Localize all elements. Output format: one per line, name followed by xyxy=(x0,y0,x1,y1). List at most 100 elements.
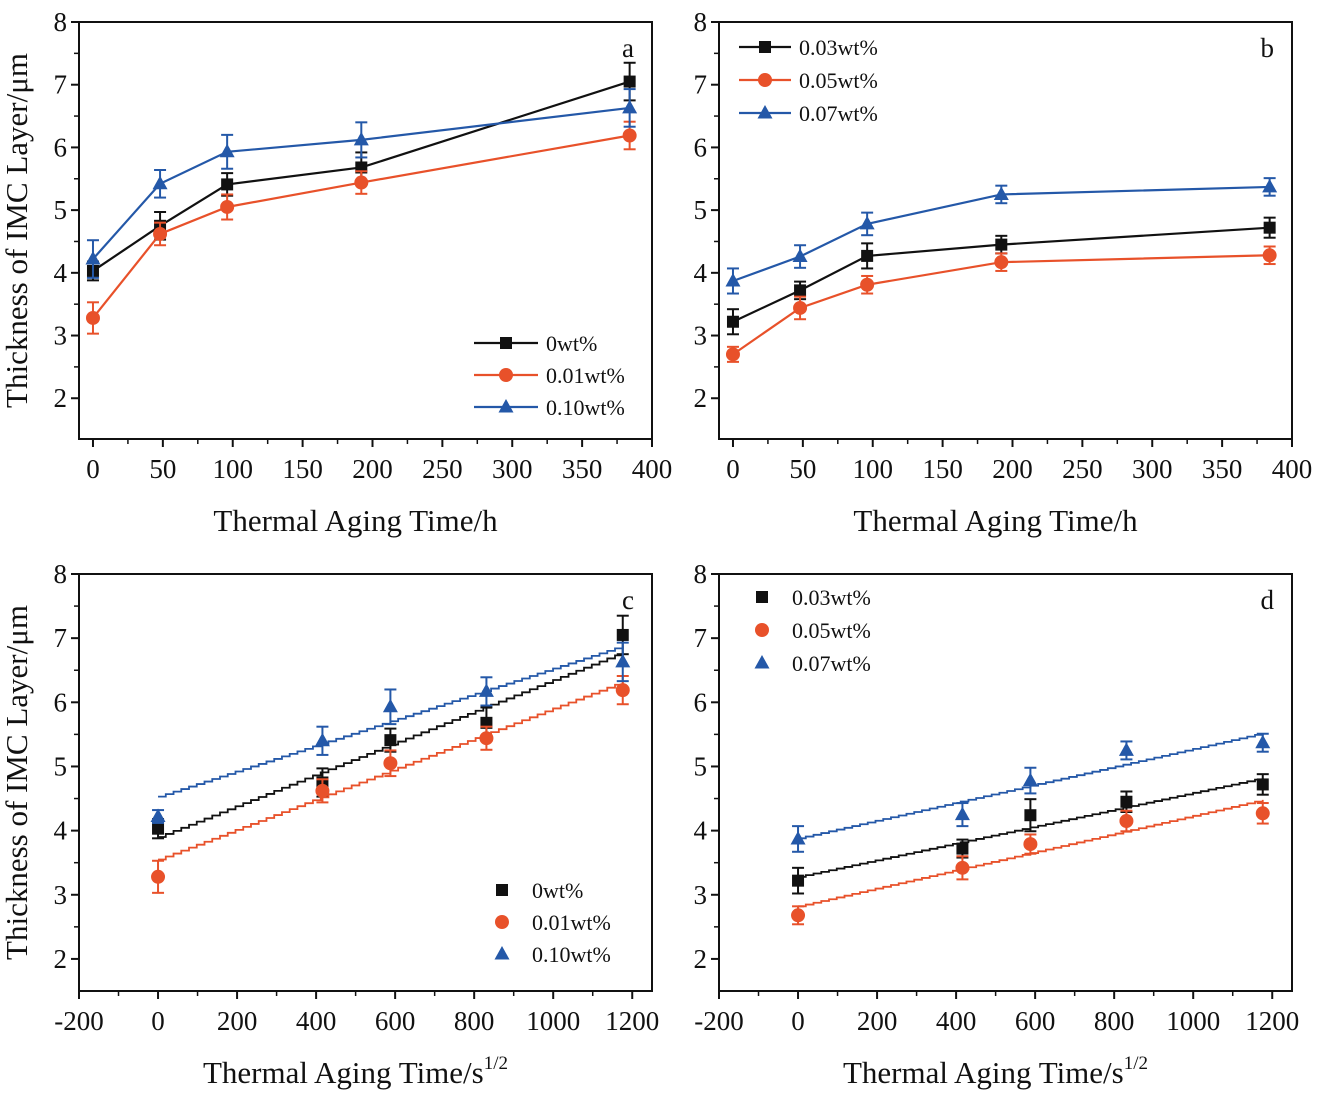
legend-marker xyxy=(495,915,509,929)
data-point xyxy=(382,698,398,713)
x-axis-label: Thermal Aging Time/h xyxy=(853,503,1138,538)
x-tick-label: 1000 xyxy=(526,1006,580,1036)
data-point xyxy=(1256,778,1269,791)
series-0.07wt% xyxy=(725,177,1278,295)
data-point xyxy=(1255,806,1270,821)
x-tick-label: 200 xyxy=(217,1006,258,1036)
data-point xyxy=(993,186,1009,200)
x-tick-label: 800 xyxy=(454,1006,495,1036)
x-tick-label: -200 xyxy=(694,1006,744,1036)
legend-label: 0.01wt% xyxy=(532,910,611,935)
legend-entry: 0.03wt% xyxy=(756,585,871,610)
data-point xyxy=(794,284,807,297)
panel-b: 0 50 100 150 200 250 300 350 400 2 3 4 5 6 7 8 Thermal A… xyxy=(694,7,1313,538)
data-point xyxy=(793,300,808,315)
y-tick-label: 6 xyxy=(54,687,68,717)
y-tick-label: 3 xyxy=(54,880,68,910)
data-point xyxy=(153,226,168,241)
data-point xyxy=(152,175,168,190)
data-point xyxy=(353,131,369,146)
data-point xyxy=(616,628,629,641)
legend-entry: 0.05wt% xyxy=(755,618,871,643)
y-axis-label: Thickness of IMC Layer/μm xyxy=(0,605,34,960)
legend-label: 0wt% xyxy=(546,331,597,356)
data-point xyxy=(792,874,805,887)
data-point xyxy=(478,683,494,697)
panel-a: 0 50 100 150 200 250 300 350 400 2 3 4 5 6 7 8 Thermal A… xyxy=(0,7,672,538)
data-point xyxy=(1022,772,1038,787)
legend-marker xyxy=(499,368,513,382)
y-axis-label: Thickness of IMC Layer/μm xyxy=(0,53,34,408)
data-point xyxy=(1024,809,1037,822)
y-tick-label: 8 xyxy=(694,7,708,37)
series-0.01wt% xyxy=(85,120,637,335)
x-axis-label: Thermal Aging Time/s1/2 xyxy=(203,1053,508,1090)
y-tick-label: 3 xyxy=(54,321,68,351)
x-tick-label: 350 xyxy=(1202,454,1243,484)
y-tick-label: 5 xyxy=(54,195,68,225)
legend-label: 0.07wt% xyxy=(799,101,878,126)
data-point xyxy=(954,806,970,821)
data-point xyxy=(956,842,969,855)
data-point xyxy=(221,178,234,191)
legend-entry: 0.03wt% xyxy=(739,35,878,60)
series-0.03wt% xyxy=(726,216,1276,336)
x-tick-label: 600 xyxy=(375,1006,416,1036)
y-tick-label: 6 xyxy=(54,132,68,162)
plot-frame xyxy=(78,573,653,992)
x-axis-label: Thermal Aging Time/h xyxy=(213,503,498,538)
x-tick-label: 1200 xyxy=(605,1006,659,1036)
y-tick-label: 7 xyxy=(54,70,68,100)
panel-letter: a xyxy=(622,33,634,63)
y-tick-label: 5 xyxy=(694,195,708,225)
panel-letter: c xyxy=(622,585,634,615)
x-tick-label: 200 xyxy=(352,454,393,484)
data-point xyxy=(726,315,739,328)
legend-label: 0wt% xyxy=(532,878,583,903)
y-tick-label: 4 xyxy=(54,816,68,846)
data-point xyxy=(622,128,637,143)
y-tick-label: 4 xyxy=(694,258,708,288)
x-tick-label: 100 xyxy=(212,454,253,484)
legend-marker xyxy=(500,337,512,349)
x-tick-label: 0 xyxy=(86,454,100,484)
legend-label: 0.03wt% xyxy=(792,585,871,610)
x-axis-label-superscript: 1/2 xyxy=(1124,1053,1148,1074)
legend-label: 0.07wt% xyxy=(792,651,871,676)
data-point xyxy=(152,822,165,835)
data-point xyxy=(995,238,1008,251)
series-0.05wt% xyxy=(725,245,1277,363)
legend-label: 0.05wt% xyxy=(799,68,878,93)
series-0.03wt% xyxy=(792,773,1269,895)
legend-entry: 0.10wt% xyxy=(494,942,611,967)
legend-marker xyxy=(754,655,770,669)
legend-entry: 0.01wt% xyxy=(495,910,611,935)
y-tick-label: 2 xyxy=(694,383,708,413)
x-tick-label: 100 xyxy=(852,454,893,484)
legend-label: 0.03wt% xyxy=(799,35,878,60)
data-point xyxy=(1118,742,1134,756)
y-tick-label: 4 xyxy=(54,258,68,288)
data-point xyxy=(85,310,100,325)
legend-marker xyxy=(498,399,514,413)
y-tick-label: 3 xyxy=(694,321,708,351)
data-point xyxy=(479,731,494,746)
data-point xyxy=(859,215,875,230)
legend-marker xyxy=(755,623,769,637)
data-point xyxy=(725,272,741,287)
legend-entry: 0.10wt% xyxy=(474,395,625,420)
y-tick-label: 2 xyxy=(54,383,68,413)
y-tick-label: 2 xyxy=(694,944,708,974)
data-point xyxy=(383,756,398,771)
y-tick-label: 7 xyxy=(694,623,708,653)
series-0.07wt% xyxy=(790,732,1271,853)
legend-entry: 0wt% xyxy=(496,878,583,903)
legend-label: 0.10wt% xyxy=(546,395,625,420)
data-point xyxy=(150,808,166,823)
x-tick-label: 400 xyxy=(296,1006,337,1036)
plot-frame xyxy=(718,573,1293,992)
plot-frame xyxy=(78,21,653,440)
data-point xyxy=(1023,837,1038,852)
legend-entry: 0.01wt% xyxy=(474,363,625,388)
y-tick-label: 6 xyxy=(694,132,708,162)
